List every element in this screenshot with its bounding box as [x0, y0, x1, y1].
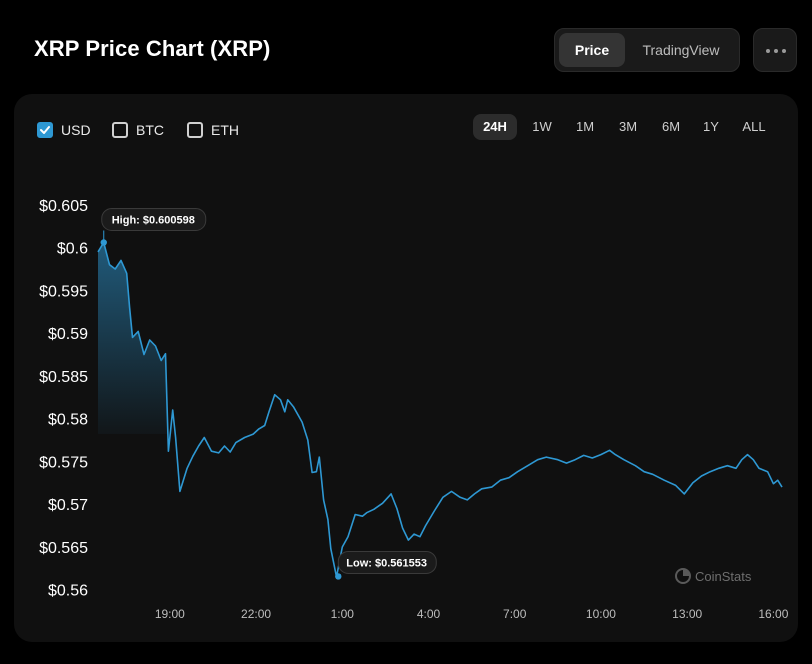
page-title: XRP Price Chart (XRP) [34, 36, 271, 61]
range-6m-button[interactable]: 6M [661, 119, 681, 134]
y-axis: $0.56 $0.565 $0.57 $0.575 $0.58 $0.585 $0.59 $0… [39, 198, 88, 600]
currency-label: USD [61, 122, 91, 138]
y-tick-label: $0.595 [39, 283, 88, 300]
currency-toggle-btc[interactable]: BTC [112, 120, 164, 140]
currency-label: BTC [136, 122, 164, 138]
x-tick-label: 13:00 [672, 607, 702, 621]
y-tick-label: $0.6 [57, 241, 88, 258]
y-tick-label: $0.605 [39, 198, 88, 215]
price-view-button[interactable]: Price [559, 33, 625, 67]
x-tick-label: 4:00 [417, 607, 441, 621]
high-point [100, 239, 107, 246]
range-24h-button[interactable]: 24H [473, 114, 517, 140]
chart-card: USD BTC ETH 24H 1W 1M 3M 6M 1Y ALL $0.56… [14, 94, 798, 642]
y-tick-label: $0.57 [48, 497, 88, 514]
low-label: Low: $0.561553 [346, 557, 427, 569]
price-line [97, 241, 783, 578]
currency-label: ETH [211, 122, 239, 138]
price-area [98, 242, 173, 452]
range-1m-button[interactable]: 1M [575, 119, 595, 134]
x-tick-label: 10:00 [586, 607, 616, 621]
y-tick-label: $0.56 [48, 583, 88, 600]
range-3m-button[interactable]: 3M [618, 119, 638, 134]
y-tick-label: $0.565 [39, 540, 88, 557]
y-tick-label: $0.59 [48, 326, 88, 343]
view-toggle: Price TradingView [554, 28, 740, 72]
low-point [335, 573, 342, 580]
x-tick-label: 16:00 [758, 607, 788, 621]
coinstats-watermark: CoinStats [675, 568, 752, 584]
range-1w-button[interactable]: 1W [532, 119, 552, 134]
range-1y-button[interactable]: 1Y [703, 119, 719, 134]
high-label: High: $0.600598 [112, 214, 195, 226]
checkbox-checked-icon [37, 122, 53, 138]
x-tick-label: 22:00 [241, 607, 271, 621]
tradingview-button[interactable]: TradingView [642, 42, 720, 58]
price-chart[interactable]: $0.56 $0.565 $0.57 $0.575 $0.58 $0.585 $0.59 $0… [14, 94, 798, 642]
y-tick-label: $0.585 [39, 369, 88, 386]
y-tick-label: $0.575 [39, 454, 88, 471]
currency-toggle-eth[interactable]: ETH [187, 120, 239, 140]
x-tick-label: 1:00 [331, 607, 355, 621]
high-marker[interactable]: High: $0.600598 [100, 207, 207, 246]
more-dots-icon [766, 49, 786, 53]
y-tick-label: $0.58 [48, 412, 88, 429]
low-marker[interactable]: Low: $0.561553 [335, 550, 437, 580]
currency-toggle-usd[interactable]: USD [37, 120, 91, 140]
x-axis: 19:00 22:00 1:00 4:00 7:00 10:00 13:00 16:00 [155, 607, 789, 621]
checkbox-unchecked-icon [187, 122, 203, 138]
range-all-button[interactable]: ALL [742, 119, 766, 134]
checkbox-unchecked-icon [112, 122, 128, 138]
watermark-text: CoinStats [695, 569, 752, 584]
x-tick-label: 7:00 [503, 607, 527, 621]
coinstats-logo-icon [675, 568, 691, 584]
more-options-button[interactable] [753, 28, 797, 72]
x-tick-label: 19:00 [155, 607, 185, 621]
